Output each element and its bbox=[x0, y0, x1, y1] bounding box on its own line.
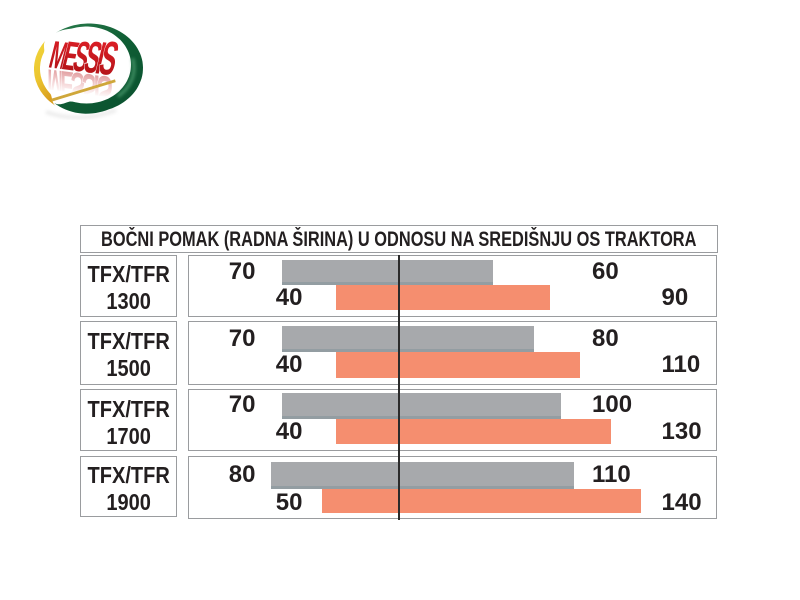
svg-text:MESSIS: MESSIS bbox=[45, 26, 124, 87]
